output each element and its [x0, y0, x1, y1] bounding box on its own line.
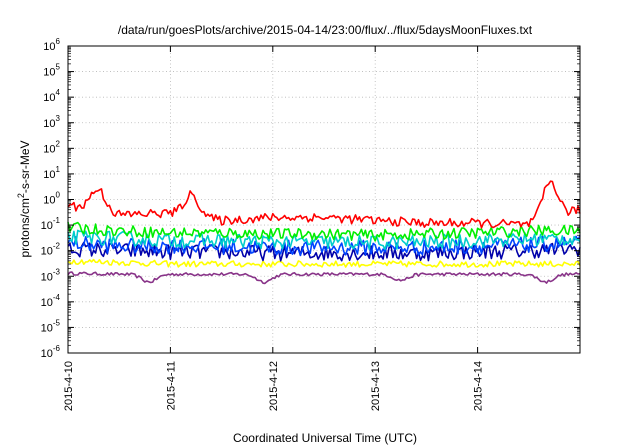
- series-line-1: [67, 180, 581, 229]
- y-tick-label: 104: [43, 88, 60, 104]
- grid-lines: [68, 46, 580, 353]
- chart-title: /data/run/goesPlots/archive/2015-04-14/2…: [118, 23, 533, 37]
- y-tick-label: 100: [43, 191, 60, 207]
- y-tick-label: 106: [43, 37, 60, 53]
- y-tick-label: 102: [43, 139, 60, 155]
- series-line-7: [67, 271, 581, 285]
- x-tick-label: 2015-4-14: [473, 361, 485, 411]
- series-line-6: [67, 258, 581, 268]
- y-tick-label: 101: [43, 165, 60, 181]
- x-tick-label: 2015-4-11: [165, 361, 177, 410]
- y-tick-label: 10-5: [41, 318, 61, 334]
- x-axis-label: Coordinated Universal Time (UTC): [233, 431, 417, 445]
- y-tick-label: 10-6: [41, 344, 61, 360]
- x-axis-ticks: 2015-4-10 2015-4-11 2015-4-12 2015-4-13 2015…: [63, 46, 485, 411]
- y-tick-label: 10-1: [41, 216, 61, 232]
- y-tick-label: 10-3: [41, 267, 61, 283]
- y-tick-label: 105: [43, 63, 60, 79]
- x-tick-label: 2015-4-10: [63, 361, 75, 411]
- series-line-3: [67, 229, 581, 250]
- y-tick-label: 10-2: [41, 242, 61, 258]
- x-tick-label: 2015-4-13: [370, 361, 382, 411]
- y-tick-label: 10-4: [41, 293, 61, 309]
- y-label-prefix: protons/cm: [18, 198, 32, 257]
- y-axis-ticks: 10-6 10-5 10-4 10-3 10-2 10-1 100 101 102 103 104 1…: [41, 37, 580, 360]
- x-tick-label: 2015-4-12: [268, 361, 280, 411]
- series-group: [67, 180, 581, 285]
- y-label-suffix: -s-sr-MeV: [18, 140, 32, 193]
- y-tick-label: 103: [43, 114, 60, 130]
- y-label-sup: 2: [16, 193, 26, 198]
- series-line-2: [67, 221, 581, 242]
- y-axis-label: protons/cm2-s-sr-MeV: [16, 140, 32, 257]
